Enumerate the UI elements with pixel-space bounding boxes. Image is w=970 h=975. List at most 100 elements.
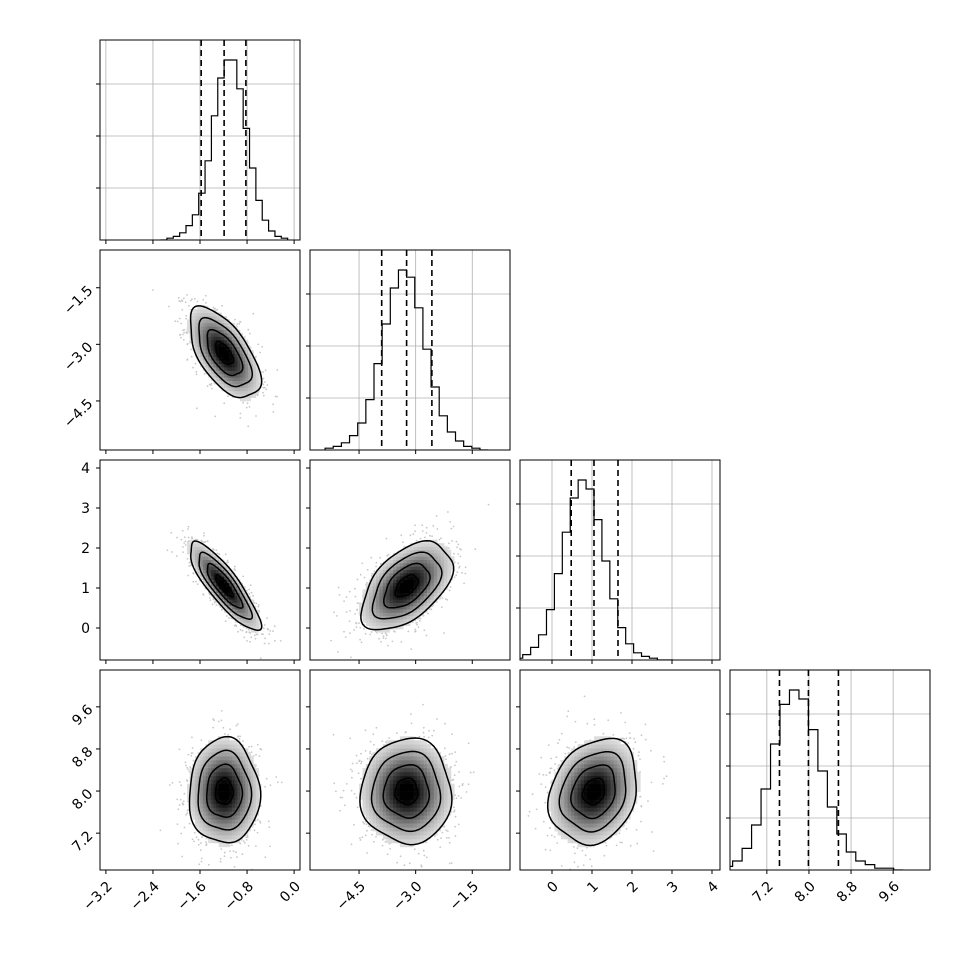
scatter-point (420, 538, 422, 540)
density-cell (200, 330, 203, 334)
density-cell (390, 570, 394, 574)
scatter-point (214, 308, 216, 310)
density-cell (192, 323, 195, 327)
density-cell (208, 333, 211, 337)
scatter-point (195, 371, 197, 373)
density-cell (206, 323, 209, 327)
density-cell (245, 350, 248, 354)
scatter-point (273, 411, 275, 413)
density-cell (200, 556, 203, 560)
density-cell (203, 330, 206, 334)
density-cell (417, 586, 421, 590)
density-cell (195, 333, 198, 337)
density-cell (393, 556, 397, 560)
density-cell (216, 333, 219, 337)
scatter-point (427, 613, 429, 615)
scatter-point (343, 631, 345, 633)
scatter-point (243, 626, 245, 628)
density-cell (410, 596, 414, 600)
density-cell (222, 384, 225, 388)
density-cell (373, 626, 377, 630)
density-cell (400, 586, 404, 590)
density-cell (243, 343, 246, 347)
scatter-point (262, 384, 264, 386)
scatter-point (258, 610, 260, 612)
density-cell (229, 381, 232, 385)
density-cell (386, 629, 390, 633)
density-cell (379, 622, 383, 626)
density-cell (427, 563, 431, 567)
density-cell (444, 570, 448, 574)
density-cell (400, 619, 404, 623)
density-cell (410, 566, 414, 570)
density-cell (200, 560, 203, 564)
scatter-point (192, 367, 194, 369)
scatter-point (237, 631, 239, 633)
density-cell (376, 599, 380, 603)
density-cell (427, 599, 431, 603)
density-cell (208, 336, 211, 340)
density-cell (410, 560, 414, 564)
density-cell (379, 570, 383, 574)
scatter-point (234, 566, 236, 568)
density-cell (363, 609, 367, 613)
scatter-point (412, 533, 414, 535)
scatter-point (441, 606, 443, 608)
scatter-point (457, 562, 459, 564)
density-cell (251, 381, 254, 385)
scatter-point (274, 625, 276, 627)
density-cell (386, 563, 390, 567)
density-cell (195, 319, 198, 323)
scatter-point (218, 553, 220, 555)
density-cell (373, 622, 377, 626)
density-cell (400, 599, 404, 603)
density-cell (195, 553, 198, 557)
scatter-panel-3-2 (306, 460, 510, 664)
scatter-point (333, 611, 335, 613)
density-cell (203, 313, 206, 317)
density-cell (369, 596, 373, 600)
density-cell (192, 319, 195, 323)
density-cell (208, 570, 211, 574)
scatter-point (196, 407, 198, 409)
scatter-point (378, 638, 380, 640)
density-cell (420, 586, 424, 590)
density-cell (447, 573, 451, 577)
scatter-point (185, 331, 187, 333)
density-cell (437, 589, 441, 593)
density-cell (396, 576, 400, 580)
scatter-point (179, 318, 181, 320)
density-cell (203, 347, 206, 351)
density-cell (219, 347, 222, 351)
density-cell (417, 573, 421, 577)
scatter-point (370, 557, 372, 559)
density-cell (203, 570, 206, 574)
scatter-point (254, 602, 256, 604)
density-cell (237, 609, 240, 613)
density-cell (366, 596, 370, 600)
density-cell (222, 319, 225, 323)
scatter-point (190, 300, 192, 302)
density-cell (383, 619, 387, 623)
scatter-point (255, 638, 257, 640)
scatter-point (448, 543, 450, 545)
density-cell (420, 553, 424, 557)
scatter-point (349, 610, 351, 612)
density-cell (187, 550, 190, 554)
scatter-point (170, 532, 172, 534)
density-cell (253, 612, 256, 616)
scatter-point (186, 294, 188, 296)
scatter-point (442, 597, 444, 599)
density-cell (198, 353, 201, 357)
density-cell (251, 622, 254, 626)
scatter-point (263, 378, 265, 380)
density-cell (240, 340, 243, 344)
scatter-point (185, 765, 187, 767)
density-cell (430, 586, 434, 590)
density-cell (232, 599, 235, 603)
density-cell (200, 323, 203, 327)
density-cell (424, 563, 428, 567)
scatter-point (268, 643, 270, 645)
density-cell (441, 553, 445, 557)
density-cell (379, 609, 383, 613)
